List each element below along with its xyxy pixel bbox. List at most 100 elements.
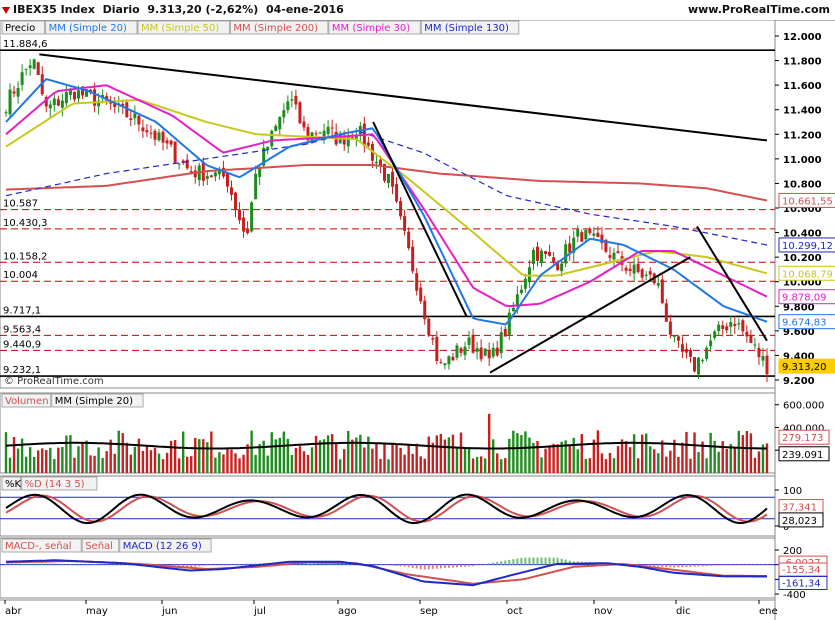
volume-bar — [318, 440, 322, 473]
macd-hist-bar — [198, 564, 201, 567]
macd-hist-bar — [298, 563, 301, 565]
macd-hist-bar — [13, 563, 16, 565]
volume-bar — [729, 444, 732, 473]
volume-bar — [270, 432, 273, 473]
candle-body — [374, 161, 378, 164]
volume-bar — [16, 448, 20, 473]
macd-hist-bar — [97, 564, 100, 566]
macd-hist-bar — [182, 564, 185, 568]
volume-bar — [459, 432, 463, 473]
volume-bar — [628, 447, 632, 473]
volume-bar — [713, 440, 716, 473]
volume-bar — [282, 431, 286, 473]
price-tag-box — [778, 314, 835, 330]
macd-hist-bar — [508, 559, 511, 565]
candle-body — [387, 173, 391, 184]
macd-hist-bar — [21, 563, 24, 565]
stoch-tag: 37,341 — [782, 503, 817, 514]
macd-hist-bar — [319, 563, 322, 565]
price-tag-box — [778, 358, 835, 374]
volume-bar — [57, 447, 60, 473]
macd-hist-bar — [65, 564, 68, 565]
legend-item: Volumen — [5, 396, 49, 407]
candle-body — [676, 336, 680, 341]
sma200-line — [5, 164, 768, 202]
chart-svg[interactable]: Precio MM (Simple 20) MM (Simple 50) MM (Si… — [0, 20, 835, 620]
volume-bar — [169, 440, 173, 473]
volume-bar — [32, 456, 36, 473]
volume-bar — [709, 432, 712, 473]
candle-body — [552, 257, 556, 262]
macd-hist-bar — [41, 563, 44, 565]
macd-line — [5, 559, 767, 587]
volume-bar — [665, 456, 668, 473]
x-tick-label: abr — [5, 606, 22, 617]
volume-tag: 239.091 — [782, 450, 823, 461]
volume-bar — [500, 459, 503, 473]
macd-hist-bar — [729, 564, 732, 566]
volume-bar — [391, 444, 394, 473]
macd-hist-bar — [49, 563, 52, 565]
volume-bar — [584, 458, 588, 473]
volume-bar — [749, 433, 753, 473]
candle-body — [463, 346, 467, 356]
candle-body — [560, 263, 564, 272]
macd-hist-bar — [693, 564, 696, 567]
candle-body — [20, 72, 24, 85]
volume-bar — [258, 444, 261, 473]
volume-bar — [496, 453, 499, 473]
candle-body — [193, 170, 197, 178]
candle-body — [540, 250, 544, 264]
legend-item-box — [420, 20, 520, 35]
candle-body — [576, 228, 580, 237]
macd-hist-bar — [246, 563, 249, 565]
candle-body — [564, 244, 568, 264]
y-tick-label: 11.000 — [783, 155, 822, 166]
volume-bar — [411, 453, 414, 473]
x-tick-label: nov — [594, 606, 612, 617]
macd-hist-bar — [61, 563, 64, 565]
volume-bar — [20, 438, 24, 473]
candle-body — [451, 356, 455, 361]
candle-body — [592, 233, 596, 236]
candle-body — [612, 252, 616, 260]
macd-hist-bar — [105, 564, 108, 566]
macd-hist-bar — [89, 564, 92, 566]
volume-bar — [524, 431, 527, 473]
chart-header: IBEX35 Index Diario 9.313,20 (-2,62%) 04… — [0, 0, 835, 21]
macd-hist-bar — [250, 563, 253, 565]
volume-bar — [185, 456, 189, 473]
volume-bar — [443, 439, 447, 473]
volume-bar — [367, 436, 370, 473]
y-tick-label: 10.000 — [783, 278, 822, 289]
candle-body — [113, 102, 117, 107]
volume-bar — [395, 444, 398, 473]
volume-bar — [439, 433, 443, 473]
candle-body — [761, 356, 765, 361]
candle-body — [189, 171, 193, 173]
volume-bar — [222, 454, 225, 473]
macd-hist-bar — [53, 563, 56, 565]
candle-body — [145, 130, 149, 133]
header-site[interactable]: www.ProRealTime.com — [687, 3, 830, 16]
volume-bar — [298, 446, 302, 473]
macd-hist-bar — [761, 564, 764, 566]
volume-bar — [330, 434, 334, 473]
volume-bar — [520, 435, 523, 473]
candle-body — [391, 171, 395, 187]
candle-body — [640, 269, 644, 278]
volume-bar — [125, 442, 128, 473]
macd-hist-bar — [178, 564, 181, 568]
candle-body — [36, 62, 40, 76]
volume-bar — [657, 453, 660, 473]
y-tick-label: 10.600 — [783, 204, 822, 215]
stoch-panel — [0, 475, 776, 537]
x-tick-label: may — [86, 606, 108, 617]
header-date: 04-ene-2016 — [265, 3, 344, 16]
macd-hist-bar — [117, 564, 120, 566]
candle-body — [213, 172, 217, 177]
volume-bar — [552, 443, 555, 473]
volume-bar — [230, 449, 233, 473]
volume-bar — [351, 439, 354, 473]
macd-hist-bar — [649, 564, 652, 567]
